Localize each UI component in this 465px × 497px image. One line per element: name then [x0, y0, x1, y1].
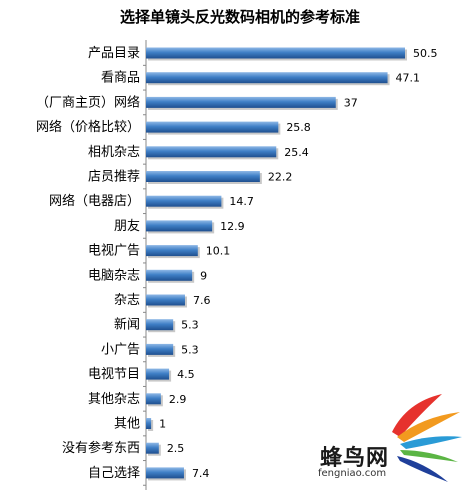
bar: [146, 121, 279, 133]
bar: [146, 418, 152, 429]
bar: [146, 368, 170, 380]
category-label: 网络（电器店）: [49, 193, 140, 209]
category-label: 新闻: [114, 317, 140, 333]
bar: [146, 220, 213, 232]
watermark-url: fengniao.com: [318, 468, 387, 479]
fengniao-logo-icon: [392, 394, 462, 482]
bar: [146, 96, 336, 108]
category-label: 店员推荐: [88, 170, 140, 185]
category-label: （厂商主页）网络: [36, 94, 140, 110]
bar: [146, 269, 193, 281]
bar: [146, 146, 277, 158]
category-label: 朋友: [114, 218, 140, 234]
chart-title: 选择单镜头反光数码相机的参考标准: [120, 8, 360, 26]
bar: [146, 393, 161, 405]
category-label: 电视节目: [88, 367, 140, 382]
value-label: 5.3: [181, 319, 199, 332]
category-label: 其他杂志: [88, 392, 140, 407]
value-label: 4.5: [177, 368, 195, 381]
bar: [146, 294, 185, 306]
value-label: 5.3: [181, 343, 199, 356]
value-label: 25.4: [284, 146, 309, 159]
value-label: 14.7: [229, 195, 254, 208]
category-label: 没有参考东西: [62, 440, 140, 456]
bar: [146, 467, 184, 479]
value-label: 2.9: [169, 393, 187, 406]
category-label: 电视广告: [88, 244, 140, 259]
bar: [146, 319, 174, 331]
value-label: 7.6: [193, 294, 211, 307]
value-label: 9: [200, 269, 207, 282]
category-label: 产品目录: [88, 46, 140, 61]
bar: [146, 343, 174, 355]
watermark-text: 蜂鸟网: [320, 445, 390, 471]
bar: [146, 442, 159, 454]
category-label: 电脑杂志: [88, 268, 140, 283]
category-label: 网络（价格比较）: [36, 119, 140, 135]
value-label: 7.4: [192, 467, 210, 480]
category-label: 其他: [114, 417, 140, 432]
value-label: 25.8: [286, 121, 311, 134]
value-label: 37: [344, 96, 358, 109]
category-label: 看商品: [101, 70, 140, 86]
bar: [146, 195, 222, 207]
category-label: 小广告: [101, 342, 140, 357]
value-label: 2.5: [167, 442, 185, 455]
category-label: 自己选择: [88, 466, 140, 481]
value-label: 1: [159, 418, 166, 431]
bars-group: 产品目录 50.5 看商品 47.1 （厂商主页）网络 37 网络（价格比较） 25.8 相机杂…: [36, 46, 438, 486]
value-label: 12.9: [220, 220, 245, 233]
bar: [146, 72, 388, 84]
category-label: 相机杂志: [88, 145, 140, 160]
bar: [146, 47, 405, 59]
value-label: 22.2: [268, 171, 293, 184]
value-label: 47.1: [396, 72, 421, 85]
value-label: 50.5: [413, 47, 438, 60]
bar: [146, 245, 198, 257]
value-label: 10.1: [206, 245, 231, 258]
bar: [146, 171, 260, 182]
category-label: 杂志: [114, 293, 140, 308]
